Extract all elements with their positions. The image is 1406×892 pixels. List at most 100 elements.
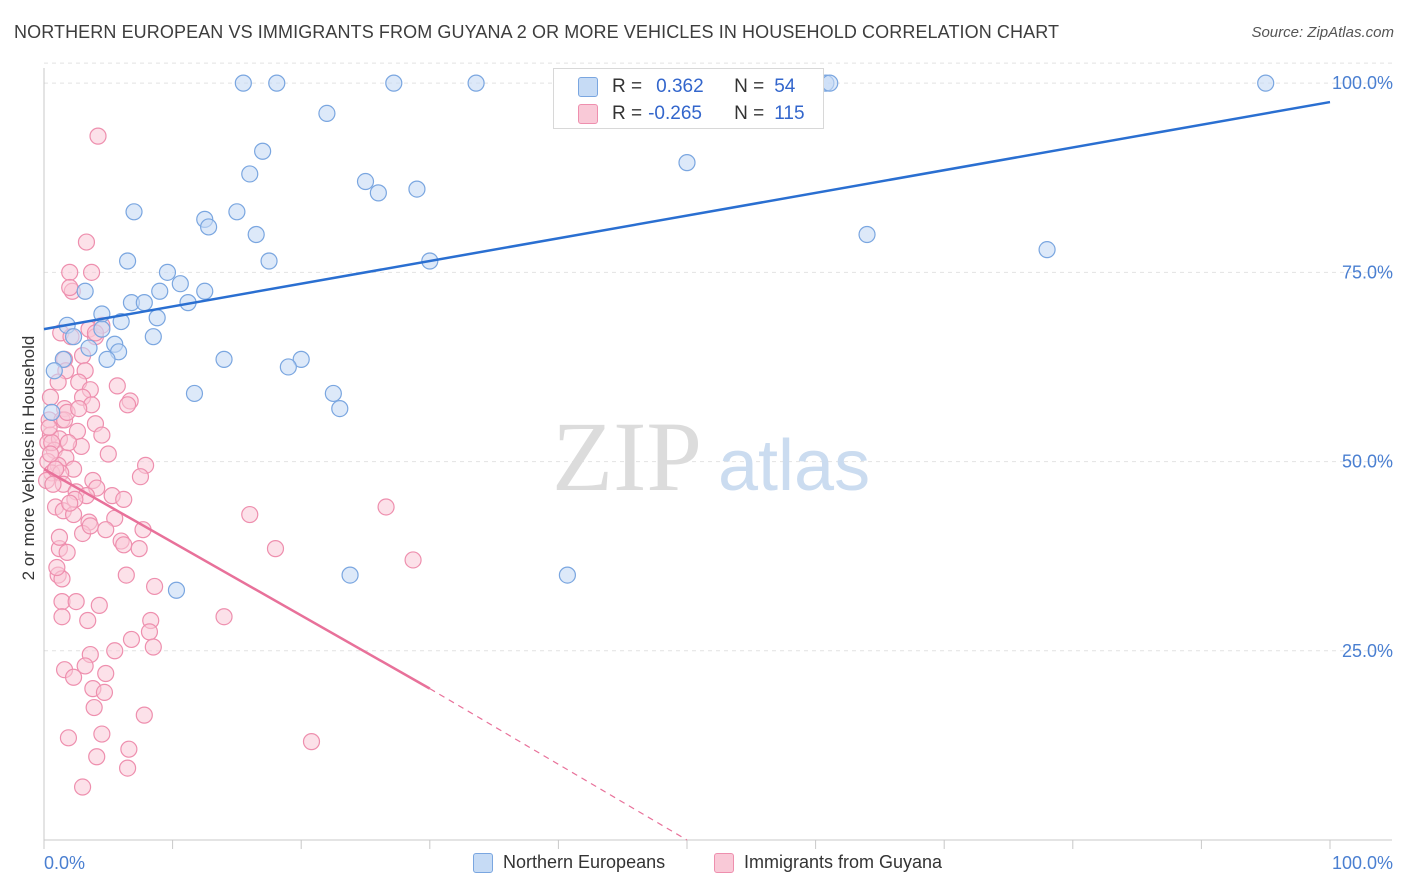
point-northern-europeans [185,384,204,403]
point-northern-europeans [196,282,214,300]
legend-label: Immigrants from Guyana [744,852,943,872]
point-northern-europeans [98,350,116,368]
point-immigrants-from-guyana [59,434,78,452]
point-northern-europeans [241,165,259,183]
stats-swatch-blue [578,77,598,97]
point-immigrants-from-guyana [41,388,60,406]
point-immigrants-from-guyana [85,698,103,717]
stats-row-immigrants-from-guyana: R = -0.265 N = 115 [578,101,805,127]
trend-line-northern-europeans [43,100,1331,331]
legend-item-immigrants-from-guyana: Immigrants from Guyana [714,852,942,873]
point-northern-europeans [200,218,218,236]
point-immigrants-from-guyana [120,740,138,758]
point-immigrants-from-guyana [118,759,137,777]
stats-n-value: 115 [774,103,805,124]
point-northern-europeans [858,225,876,244]
point-northern-europeans [318,104,336,123]
point-northern-europeans [228,203,246,221]
point-northern-europeans [148,309,166,327]
gridlines [44,62,1392,652]
y-axis-label: 2 or more Vehicles in Household [19,336,38,581]
point-northern-europeans [167,581,186,599]
point-northern-europeans [558,566,577,584]
point-immigrants-from-guyana [302,733,321,751]
point-immigrants-from-guyana [135,706,153,724]
point-immigrants-from-guyana [215,608,233,626]
point-immigrants-from-guyana [50,528,69,546]
point-northern-europeans [93,320,111,338]
stats-r-label: R = [612,76,643,97]
point-northern-europeans [1257,74,1275,92]
point-northern-europeans [158,263,177,281]
point-northern-europeans [64,328,83,346]
point-northern-europeans [76,282,94,300]
point-immigrants-from-guyana [67,592,85,611]
point-immigrants-from-guyana [106,642,124,660]
point-immigrants-from-guyana [82,263,101,281]
point-northern-europeans [331,399,349,418]
point-immigrants-from-guyana [99,445,117,463]
point-immigrants-from-guyana [404,551,422,569]
point-immigrants-from-guyana [90,596,108,614]
point-northern-europeans [1038,241,1056,259]
point-immigrants-from-guyana [70,399,88,418]
point-immigrants-from-guyana [59,729,78,747]
point-immigrants-from-guyana [76,657,94,675]
point-northern-europeans [369,184,387,202]
trend-line-extension-immigrants-from-guyana [429,688,688,841]
y-tick-label: 100.0% [1332,73,1393,93]
bottom-legend: Northern Europeans Immigrants from Guyan… [0,852,1406,878]
point-immigrants-from-guyana [44,475,62,493]
legend-label: Northern Europeans [503,852,666,872]
point-immigrants-from-guyana [108,377,126,395]
stats-n-label: N = [734,103,765,124]
point-northern-europeans [260,252,278,270]
point-immigrants-from-guyana [48,558,66,577]
point-immigrants-from-guyana [115,490,133,509]
point-immigrants-from-guyana [40,418,58,437]
point-immigrants-from-guyana [64,668,83,686]
stats-legend: R = 0.362 N = 54 R = -0.265 N = 115 [553,68,824,129]
point-immigrants-from-guyana [93,426,111,444]
point-immigrants-from-guyana [89,127,107,145]
point-northern-europeans [254,142,272,160]
point-northern-europeans [112,312,130,331]
chart-source: Source: ZipAtlas.com [1251,24,1394,41]
trend-lines [43,100,1331,841]
point-immigrants-from-guyana [241,505,259,524]
point-immigrants-from-guyana [140,623,159,641]
point-northern-europeans [45,362,63,380]
point-northern-europeans [247,225,265,244]
point-immigrants-from-guyana [53,608,71,626]
point-immigrants-from-guyana [266,540,285,558]
point-immigrants-from-guyana [377,498,395,516]
point-northern-europeans [467,74,485,92]
point-immigrants-from-guyana [115,536,133,554]
point-northern-europeans [125,203,143,221]
point-northern-europeans [80,339,98,357]
point-immigrants-from-guyana [95,683,114,702]
series-northern-europeans [43,74,1275,599]
point-northern-europeans [408,180,426,198]
legend-item-northern-europeans: Northern Europeans [473,852,665,873]
point-immigrants-from-guyana [79,611,97,630]
point-immigrants-from-guyana [118,396,137,414]
y-tick-label: 25.0% [1342,641,1393,661]
point-immigrants-from-guyana [97,664,115,683]
point-immigrants-from-guyana [131,468,150,486]
point-immigrants-from-guyana [117,566,135,584]
stats-n-value: 54 [774,76,796,97]
point-northern-europeans [821,74,839,92]
point-northern-europeans [341,566,359,584]
point-immigrants-from-guyana [93,725,111,743]
x-tick-label: 0.0% [44,853,85,873]
trend-line-immigrants-from-guyana [43,468,431,690]
point-immigrants-from-guyana [97,521,115,539]
point-immigrants-from-guyana [81,517,99,535]
stats-swatch-pink [578,104,598,124]
stats-row-northern-europeans: R = 0.362 N = 54 [578,74,795,100]
watermark-zip: ZIP [552,401,702,512]
point-immigrants-from-guyana [61,263,79,281]
series-immigrants-from-guyana [37,127,422,796]
